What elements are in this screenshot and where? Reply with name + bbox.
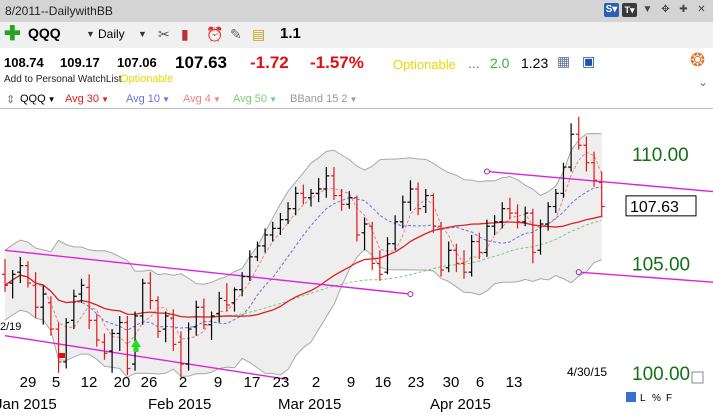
- x-day-label: 23: [273, 374, 290, 391]
- x-day-label: 2: [312, 374, 320, 391]
- x-day-label: 6: [476, 374, 484, 391]
- database-icon[interactable]: ▦: [557, 53, 571, 69]
- x-day-label: 9: [214, 374, 222, 391]
- scale-log-icon: L: [640, 393, 646, 404]
- settings-icon[interactable]: ✚: [679, 4, 688, 15]
- legend-avg-50[interactable]: Avg 50 ▼: [233, 93, 277, 105]
- window-title: 8/2011--DailywithBB: [5, 4, 113, 18]
- save-icon[interactable]: ▣: [582, 53, 596, 69]
- resize-icon: [691, 371, 704, 384]
- x-day-label: 30: [443, 374, 460, 391]
- legend-dropdown-icon[interactable]: ⇕: [6, 94, 16, 106]
- quote-bar: 108.74 109.17 107.06 107.63 -1.72 -1.57%…: [0, 50, 713, 74]
- channel-anchor-point: [407, 291, 414, 298]
- high-price: 109.17: [60, 55, 100, 70]
- y-tick-label: 100.00: [632, 364, 690, 385]
- x-day-label: 13: [506, 374, 523, 391]
- buy-arrow-icon: [131, 339, 141, 352]
- x-day-label: 26: [141, 374, 158, 391]
- avg-50-line: [4, 219, 602, 318]
- channel-1-lower: [4, 334, 289, 381]
- period-dropdown-icon[interactable]: ▼: [138, 29, 147, 39]
- x-day-label: 5: [52, 374, 60, 391]
- window-titlebar: 8/2011--DailywithBB S▾ T▾ ▼ ✥ ✚ ✕: [0, 0, 713, 23]
- price-change: -1.72: [250, 53, 289, 72]
- price-change-pct: -1.57%: [310, 53, 364, 72]
- scale-percent-icon: %: [652, 393, 661, 404]
- text-mode-icon[interactable]: T▾: [622, 3, 637, 17]
- scale-fixed-icon: F: [666, 393, 672, 404]
- optionable-label: Optionable: [393, 57, 456, 72]
- pen-icon[interactable]: ✎: [230, 26, 242, 42]
- scale-linear-icon: [626, 392, 636, 402]
- legend-separator: [0, 108, 713, 109]
- x-day-label: 2: [179, 374, 187, 391]
- period-select[interactable]: Daily: [98, 27, 125, 41]
- symbol-toolbar: ✚ QQQ ▼ Daily ▼ ✂ ▮ ⏰ ✎ ▤ 1.1: [0, 22, 713, 48]
- chevron-down-icon[interactable]: ⌄: [698, 75, 709, 89]
- last-price: 107.63: [175, 53, 227, 72]
- x-day-label: 20: [114, 374, 131, 391]
- low-price: 107.06: [117, 55, 157, 70]
- add-watchlist-link[interactable]: Add to Personal WatchList: [4, 74, 122, 85]
- alarm-clock-icon[interactable]: ⏰: [206, 26, 224, 42]
- value-two: 1.23: [521, 55, 549, 71]
- x-day-label: 9: [347, 374, 355, 391]
- notes-icon[interactable]: ▤: [252, 26, 266, 42]
- x-day-label: 29: [20, 374, 37, 391]
- indicator-legend: ⇕ QQQ ▼ Avg 30 ▼ Avg 10 ▼ Avg 4 ▼ Avg 50 ▼ BB…: [0, 90, 713, 108]
- date-label: 4/30/15: [567, 365, 607, 379]
- color-wheel-icon[interactable]: ❂: [690, 50, 706, 70]
- optionable-sub-label: Optionable: [120, 73, 174, 85]
- add-icon[interactable]: ✚: [4, 23, 21, 45]
- symbol-input[interactable]: QQQ: [28, 25, 61, 41]
- indicators-icon[interactable]: ▮: [181, 26, 189, 42]
- channel-2-lower: [578, 271, 713, 283]
- channel-1-upper: [4, 249, 411, 295]
- window-controls: S▾ T▾ ▼ ✥ ✚ ✕: [604, 3, 709, 17]
- x-month-label: Jan 2015: [0, 396, 57, 413]
- close-icon[interactable]: ✕: [697, 4, 706, 15]
- drawing-tools-icon[interactable]: ✂: [158, 26, 170, 42]
- bollinger-lower-line: [4, 248, 602, 378]
- x-day-label: 17: [244, 374, 261, 391]
- value-one: 2.0: [490, 55, 510, 71]
- symbol-dropdown-icon[interactable]: ▼: [86, 29, 95, 39]
- ellipsis-text: ...: [468, 55, 480, 71]
- last-price-label: 107.63: [630, 199, 679, 216]
- legend-bband[interactable]: BBand 15 2 ▼: [290, 93, 358, 105]
- open-price: 108.74: [4, 55, 44, 70]
- x-day-label: 16: [375, 374, 392, 391]
- left-annotation: 2/19: [0, 321, 21, 333]
- chevron-down-icon[interactable]: ▼: [642, 4, 653, 15]
- x-month-label: Mar 2015: [278, 396, 341, 413]
- bollinger-upper-line: [4, 133, 602, 285]
- y-tick-label: 110.00: [632, 145, 689, 166]
- x-day-label: 12: [81, 374, 98, 391]
- legend-symbol[interactable]: QQQ ▼: [20, 93, 56, 105]
- channel-anchor-point: [483, 168, 490, 175]
- y-tick-label: 105.00: [632, 254, 690, 275]
- legend-avg-4[interactable]: Avg 4 ▼: [183, 93, 221, 105]
- x-month-label: Apr 2015: [430, 396, 491, 413]
- channel-2-upper: [486, 170, 713, 193]
- avg-4-line: [4, 151, 603, 346]
- legend-avg-30[interactable]: Avg 30 ▼: [65, 93, 109, 105]
- last-price-box: [625, 195, 697, 217]
- sync-icon[interactable]: S▾: [604, 3, 619, 17]
- legend-avg-10[interactable]: Avg 10 ▼: [126, 93, 170, 105]
- x-month-label: Feb 2015: [148, 396, 211, 413]
- bollinger-band-fill: [5, 133, 602, 378]
- x-day-label: 23: [408, 374, 425, 391]
- avg-10-line: [4, 186, 602, 331]
- marker-square: [59, 353, 65, 358]
- move-icon[interactable]: ✥: [661, 4, 670, 15]
- ratio-value: 1.1: [280, 25, 301, 42]
- channel-anchor-point: [575, 269, 582, 276]
